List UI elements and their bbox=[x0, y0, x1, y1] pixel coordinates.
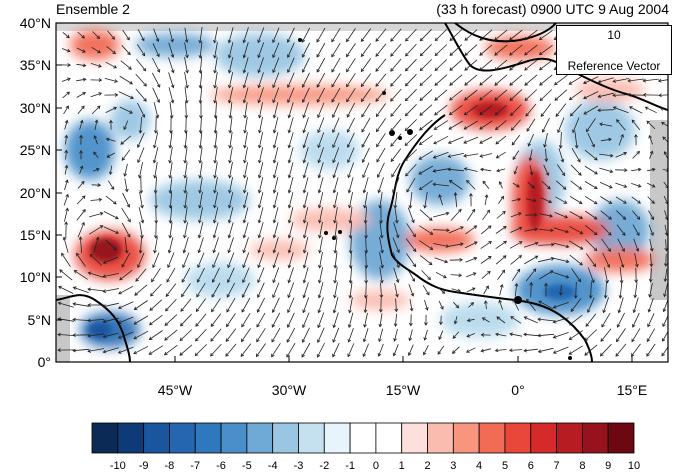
colorbar-swatch bbox=[557, 423, 583, 453]
lat-label-0: 0° bbox=[3, 354, 51, 370]
lon-label-45w: 45°W bbox=[145, 382, 205, 398]
reference-vector-box: 10 Reference Vector bbox=[556, 25, 672, 75]
colorbar-swatch bbox=[376, 423, 402, 453]
reference-vector-value: 10 bbox=[557, 28, 671, 42]
reference-vector-label: Reference Vector bbox=[557, 59, 671, 73]
colorbar-label: -1 bbox=[338, 460, 362, 472]
colorbar bbox=[92, 423, 634, 453]
colorbar-label: 7 bbox=[545, 460, 569, 472]
colorbar-label: 9 bbox=[596, 460, 620, 472]
colorbar-swatch bbox=[118, 423, 144, 453]
lat-label-15n: 15°N bbox=[3, 227, 51, 243]
colorbar-label: -5 bbox=[235, 460, 259, 472]
colorbar-swatch bbox=[92, 423, 118, 453]
colorbar-label: 10 bbox=[622, 460, 646, 472]
colorbar-label: -8 bbox=[157, 460, 181, 472]
colorbar-swatch bbox=[531, 423, 557, 453]
colorbar-label: 5 bbox=[493, 460, 517, 472]
colorbar-swatch bbox=[273, 423, 299, 453]
colorbar-swatch bbox=[221, 423, 247, 453]
colorbar-swatch bbox=[350, 423, 376, 453]
lon-label-30w: 30°W bbox=[259, 382, 319, 398]
colorbar-label: -10 bbox=[106, 460, 130, 472]
colorbar-swatch bbox=[324, 423, 350, 453]
colorbar-swatch bbox=[195, 423, 221, 453]
colorbar-label: -2 bbox=[312, 460, 336, 472]
colorbar-label: -4 bbox=[261, 460, 285, 472]
colorbar-swatch bbox=[582, 423, 608, 453]
lat-label-40n: 40°N bbox=[3, 15, 51, 31]
lon-label-15e: 15°E bbox=[602, 382, 662, 398]
colorbar-label: 8 bbox=[570, 460, 594, 472]
lat-label-10n: 10°N bbox=[3, 269, 51, 285]
lat-label-30n: 30°N bbox=[3, 100, 51, 116]
lon-label-0: 0° bbox=[488, 382, 548, 398]
colorbar-label: 0 bbox=[364, 460, 388, 472]
lat-label-25n: 25°N bbox=[3, 142, 51, 158]
colorbar-swatch bbox=[505, 423, 531, 453]
colorbar-swatch bbox=[428, 423, 454, 453]
colorbar-swatch bbox=[479, 423, 505, 453]
lat-label-20n: 20°N bbox=[3, 185, 51, 201]
lat-label-5n: 5°N bbox=[3, 312, 51, 328]
colorbar-label: 6 bbox=[519, 460, 543, 472]
plot-title-right: (33 h forecast) 0900 UTC 9 Aug 2004 bbox=[436, 1, 669, 17]
plot-title-left: Ensemble 2 bbox=[56, 1, 130, 17]
colorbar-swatch bbox=[247, 423, 273, 453]
lon-label-15w: 15°W bbox=[373, 382, 433, 398]
colorbar-label: 3 bbox=[441, 460, 465, 472]
colorbar-label: -7 bbox=[183, 460, 207, 472]
lat-label-35n: 35°N bbox=[3, 57, 51, 73]
colorbar-swatch bbox=[144, 423, 170, 453]
colorbar-label: 4 bbox=[467, 460, 491, 472]
colorbar-label: 1 bbox=[390, 460, 414, 472]
colorbar-label: 2 bbox=[416, 460, 440, 472]
colorbar-label: -3 bbox=[287, 460, 311, 472]
colorbar-swatch bbox=[453, 423, 479, 453]
colorbar-swatch bbox=[402, 423, 428, 453]
colorbar-swatch bbox=[298, 423, 324, 453]
colorbar-label: -9 bbox=[132, 460, 156, 472]
colorbar-swatch bbox=[169, 423, 195, 453]
colorbar-label: -6 bbox=[209, 460, 233, 472]
colorbar-swatch bbox=[608, 423, 634, 453]
